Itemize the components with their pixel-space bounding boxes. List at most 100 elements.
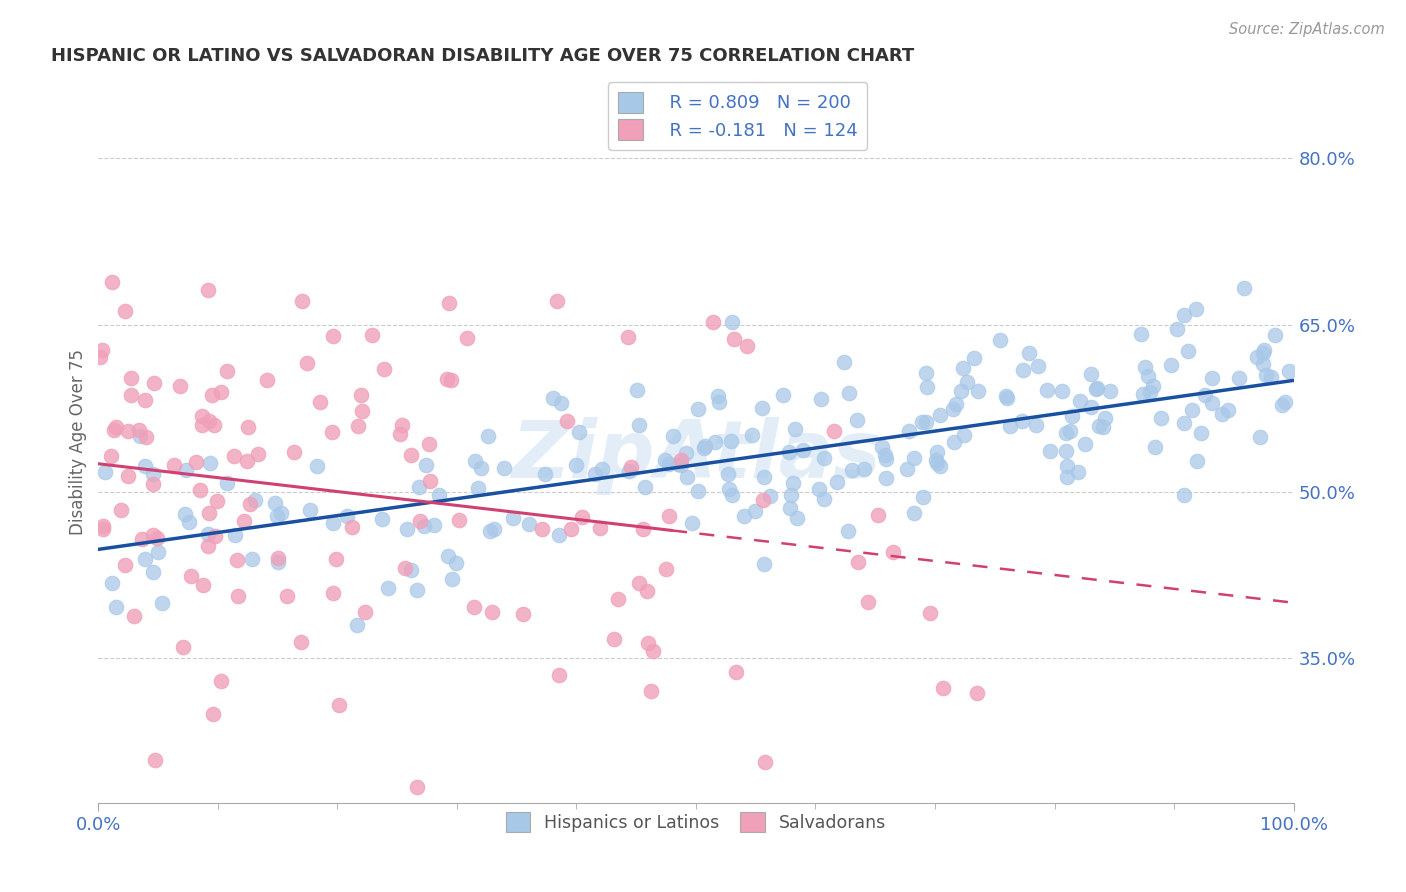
Point	[626, 384, 648, 398]
Point	[1056, 458, 1078, 473]
Point	[1194, 388, 1216, 402]
Point	[100, 450, 122, 464]
Point	[91, 519, 114, 533]
Point	[1139, 385, 1161, 400]
Point	[915, 380, 938, 394]
Point	[481, 605, 503, 619]
Point	[704, 434, 727, 449]
Point	[681, 516, 703, 530]
Point	[463, 599, 485, 614]
Point	[603, 632, 626, 646]
Point	[502, 511, 524, 525]
Point	[654, 452, 676, 467]
Point	[256, 373, 278, 387]
Point	[686, 401, 709, 416]
Point	[101, 576, 124, 591]
Point	[436, 372, 458, 386]
Point	[918, 606, 941, 620]
Point	[1181, 403, 1204, 417]
Point	[531, 522, 554, 536]
Point	[735, 339, 758, 353]
Point	[322, 329, 344, 343]
Point	[896, 462, 918, 476]
Point	[419, 474, 441, 488]
Point	[340, 520, 363, 534]
Point	[631, 522, 654, 536]
Point	[720, 434, 742, 449]
Point	[925, 453, 948, 467]
Legend: Hispanics or Latinos, Salvadorans: Hispanics or Latinos, Salvadorans	[498, 804, 894, 841]
Point	[225, 552, 247, 566]
Point	[325, 552, 347, 566]
Point	[163, 458, 186, 472]
Point	[676, 470, 699, 484]
Point	[783, 421, 806, 435]
Point	[1274, 395, 1296, 409]
Point	[143, 376, 166, 390]
Point	[128, 423, 150, 437]
Point	[377, 581, 399, 595]
Point	[322, 516, 344, 531]
Point	[1216, 402, 1239, 417]
Point	[720, 488, 742, 502]
Point	[202, 418, 225, 433]
Point	[240, 552, 263, 566]
Point	[321, 425, 343, 439]
Point	[422, 518, 444, 533]
Point	[782, 476, 804, 491]
Point	[110, 503, 132, 517]
Point	[146, 545, 169, 559]
Point	[1080, 400, 1102, 414]
Point	[1177, 343, 1199, 358]
Point	[640, 683, 662, 698]
Point	[995, 392, 1018, 406]
Point	[1094, 411, 1116, 425]
Point	[391, 417, 413, 432]
Point	[627, 576, 650, 591]
Point	[172, 640, 194, 654]
Point	[180, 569, 202, 583]
Point	[813, 492, 835, 507]
Point	[247, 447, 270, 461]
Point	[966, 384, 988, 399]
Point	[512, 607, 534, 621]
Point	[643, 644, 665, 658]
Point	[190, 483, 212, 498]
Point	[236, 420, 259, 434]
Point	[792, 442, 814, 457]
Point	[720, 315, 742, 329]
Point	[353, 605, 375, 619]
Point	[1052, 384, 1074, 398]
Point	[89, 350, 111, 364]
Point	[418, 437, 440, 451]
Point	[929, 408, 952, 422]
Text: ZipAtlas: ZipAtlas	[510, 417, 882, 495]
Point	[1056, 470, 1078, 484]
Point	[546, 294, 568, 309]
Point	[114, 303, 136, 318]
Point	[245, 492, 267, 507]
Point	[772, 388, 794, 402]
Point	[235, 454, 257, 468]
Point	[927, 456, 949, 470]
Point	[1073, 437, 1095, 451]
Point	[201, 388, 224, 402]
Point	[1018, 346, 1040, 360]
Point	[233, 514, 256, 528]
Point	[686, 484, 709, 499]
Point	[120, 388, 142, 402]
Point	[184, 455, 207, 469]
Point	[1099, 384, 1122, 398]
Point	[856, 595, 879, 609]
Point	[408, 480, 430, 494]
Point	[754, 755, 776, 769]
Point	[778, 445, 800, 459]
Point	[1251, 357, 1274, 371]
Point	[204, 529, 226, 543]
Point	[661, 429, 683, 443]
Point	[807, 482, 830, 496]
Point	[932, 681, 955, 695]
Point	[270, 506, 292, 520]
Point	[91, 522, 114, 536]
Point	[1142, 379, 1164, 393]
